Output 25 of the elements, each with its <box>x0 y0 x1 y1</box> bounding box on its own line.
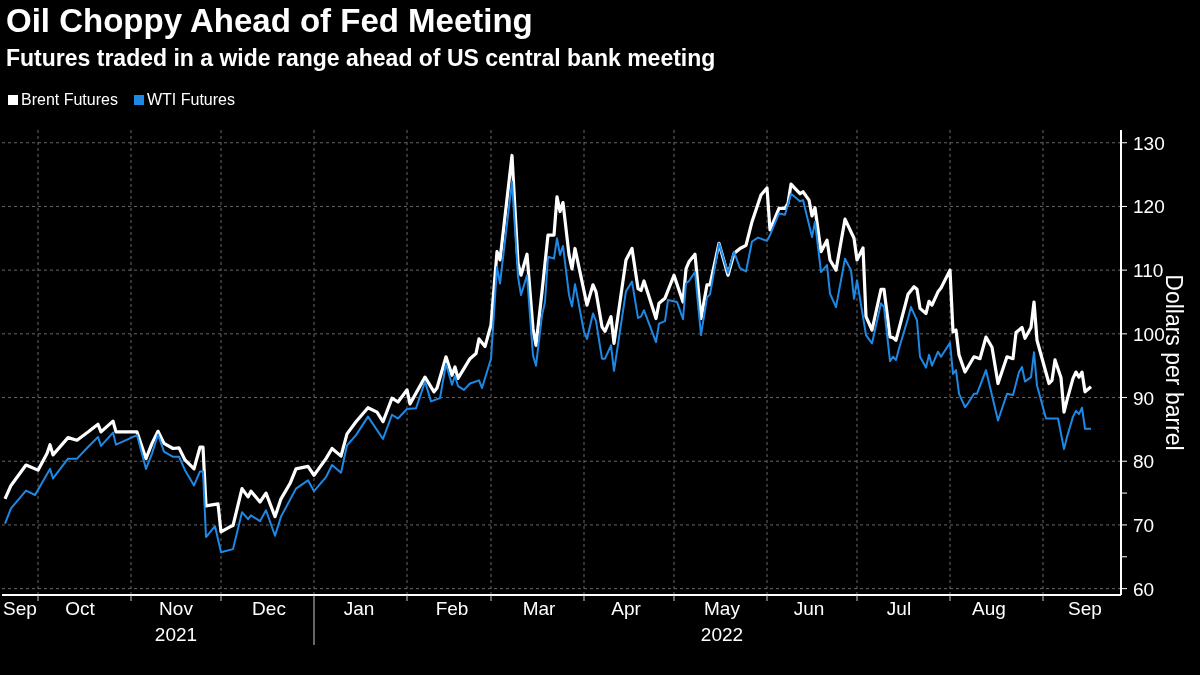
x-tick-label: Jan <box>343 598 375 619</box>
y-tick-label: 80 <box>1133 451 1155 473</box>
x-tick-label: Nov 2021 <box>154 598 198 645</box>
chart-subtitle: Futures traded in a wide range ahead of US central bank meeting <box>6 45 716 72</box>
y-tick-label: 90 <box>1133 387 1155 409</box>
x-tick-label: Sep <box>3 598 37 619</box>
chart-title: Oil Choppy Ahead of Fed Meeting <box>6 2 533 40</box>
x-tick-label: Jun <box>793 598 825 619</box>
x-tick-label: Feb <box>435 598 469 619</box>
legend-label: Brent Futures <box>21 91 118 109</box>
y-tick-label: 120 <box>1133 196 1165 218</box>
x-tick-label: Jul <box>886 598 912 619</box>
x-tick-label: Oct <box>65 598 96 619</box>
x-tick-label: Mar <box>522 598 557 619</box>
x-tick-label: Aug <box>972 598 1006 619</box>
x-tick-label: Dec <box>252 598 286 619</box>
x-tick-label: May 2022 <box>700 598 744 645</box>
y-tick-label: 130 <box>1133 132 1165 154</box>
y-tick-label: 60 <box>1133 578 1155 600</box>
y-tick-label: 70 <box>1133 514 1155 536</box>
y-tick-label: 100 <box>1133 323 1165 345</box>
legend-label: WTI Futures <box>146 91 235 109</box>
x-tick-label: Sep <box>1068 598 1102 619</box>
x-tick-label: Apr <box>611 598 642 619</box>
y-tick-label: 110 <box>1133 260 1164 282</box>
